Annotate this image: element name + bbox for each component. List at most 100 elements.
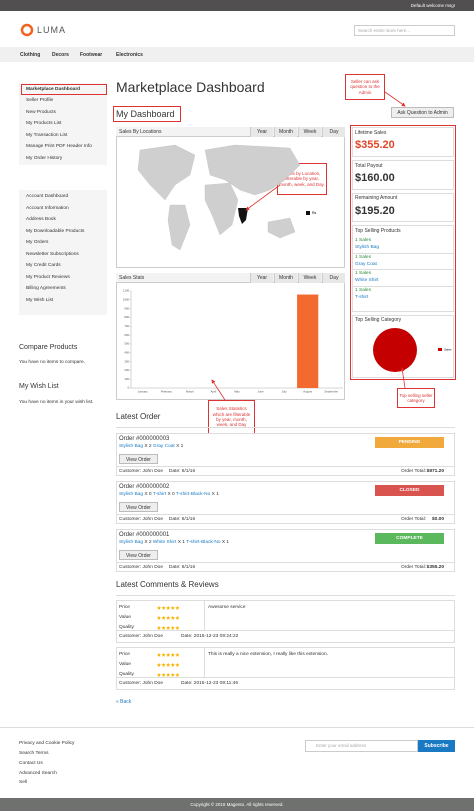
footer-link[interactable]: Search Terms: [19, 750, 49, 756]
panel-header: [116, 127, 345, 137]
review-comment: This is really a nice extension, I reall…: [208, 652, 328, 658]
item-link[interactable]: Stylish Bag: [119, 492, 143, 497]
summary-value: $355.20: [355, 139, 395, 152]
sidebar-link[interactable]: Address Book: [26, 217, 56, 223]
chart-panel: [116, 127, 345, 268]
sidebar-link[interactable]: My Order History: [26, 155, 63, 161]
sidebar-link[interactable]: My Transaction List: [26, 132, 68, 138]
order-status: CLOSED: [375, 485, 444, 496]
subscribe-button[interactable]: Subscribe: [418, 740, 455, 752]
filter-tab[interactable]: Day: [322, 127, 345, 137]
view-order-button[interactable]: View Order: [119, 550, 158, 560]
item-link[interactable]: T-shirt-Black-No: [175, 492, 211, 497]
divider: [204, 647, 205, 677]
filter-tab[interactable]: Month: [274, 127, 297, 137]
order-box: [116, 481, 455, 524]
nav-item[interactable]: Decors: [52, 51, 69, 58]
order-items: Stylish Bag X 2 White Shirt X 1 T-shirt-…: [119, 540, 229, 546]
rating-label: Value: [119, 662, 131, 668]
item-link[interactable]: T-shirt: [152, 492, 167, 497]
filter-tab[interactable]: Week: [298, 273, 321, 283]
order-box: [116, 529, 455, 572]
view-order-button[interactable]: View Order: [119, 454, 158, 464]
order-date: Date: 8/1/16: [169, 516, 196, 522]
sidebar-link[interactable]: New Products: [26, 109, 56, 115]
logo-icon-inner: [25, 28, 29, 32]
back-link[interactable]: « Back: [116, 699, 132, 705]
sidebar-link[interactable]: My Wish List: [26, 297, 54, 303]
item-link[interactable]: Stylish Bag: [119, 444, 143, 449]
sidebar-link[interactable]: Manage Print PDF Header Info: [26, 144, 92, 150]
logo-text: LUMA: [37, 24, 67, 35]
sidebar-link[interactable]: My Credit Cards: [26, 263, 61, 269]
order-total: $0.00: [431, 516, 444, 522]
newsletter-input[interactable]: [305, 740, 418, 752]
nav-item[interactable]: Footwear: [80, 51, 103, 58]
annotation-arrow: [384, 91, 406, 107]
product-link[interactable]: Stylish Bag: [355, 245, 379, 251]
nav-bar: [0, 47, 474, 62]
order-status: COMPLETE: [375, 533, 444, 544]
filter-tab[interactable]: Week: [298, 127, 321, 137]
order-items: Stylish Bag X 2 Gray Coat X 1: [119, 444, 183, 450]
annotation: Seller can ask question to the Admin: [345, 74, 385, 100]
divider: [352, 252, 454, 254]
product-link[interactable]: White Shirt: [355, 278, 379, 284]
bottom-bar: [0, 798, 474, 811]
item-link[interactable]: White Shirt: [152, 540, 177, 545]
item-qty: X 1: [211, 492, 219, 497]
footer-link[interactable]: Privacy and Cookie Policy: [19, 741, 75, 747]
search-box[interactable]: [354, 25, 455, 36]
summary-box: [352, 193, 454, 222]
item-link[interactable]: T-shirt-Black-No: [186, 540, 221, 545]
logo-icon: [20, 23, 34, 37]
sidebar-link[interactable]: My Downloadable Products: [26, 228, 85, 234]
view-order-button[interactable]: View Order: [119, 502, 158, 512]
sidebar-link[interactable]: Billing Agreements: [26, 286, 66, 292]
order-customer: Customer: John Doe: [119, 516, 163, 522]
order-total-label: Order Total:: [401, 564, 426, 570]
ask-button[interactable]: Ask Question to Admin: [391, 107, 454, 118]
sidebar-link[interactable]: My Product Reviews: [26, 274, 70, 280]
footer-link[interactable]: Contact Us: [19, 760, 43, 766]
rating-label: Price: [119, 652, 130, 658]
item-qty: X 0: [167, 492, 175, 497]
nav-item[interactable]: Electronics: [116, 51, 143, 58]
item-qty: X 2: [144, 540, 152, 545]
divider: [204, 600, 205, 630]
annotation: Sales by Location, filterable by year, m…: [277, 163, 327, 195]
order-date: Date: 8/1/16: [169, 468, 196, 474]
product-link[interactable]: Gray Coat: [355, 261, 377, 267]
item-link[interactable]: Gray Coat: [152, 444, 175, 449]
copyright: Copyright © 2016 Magento. All rights res…: [190, 802, 284, 807]
filter-tab[interactable]: Month: [274, 273, 297, 283]
product-sales: 1 Sales: [355, 287, 371, 293]
sidebar-link[interactable]: Marketplace Dashboard: [26, 86, 81, 92]
order-number: Order #000000003: [119, 436, 170, 443]
review-customer: Customer: John Doe: [119, 681, 163, 687]
nav-item[interactable]: Clothing: [20, 51, 41, 58]
divider: [116, 466, 455, 467]
item-qty: X 2: [144, 444, 152, 449]
filter-tab[interactable]: Day: [322, 273, 345, 283]
filter-tab[interactable]: Year: [250, 273, 273, 283]
sidebar-link[interactable]: My Orders: [26, 240, 49, 246]
summary-box: [352, 225, 454, 312]
summary-box: [352, 160, 454, 190]
footer-link[interactable]: Advanced Search: [19, 770, 57, 776]
sidebar-menu: [19, 83, 107, 165]
rating-label: Value: [119, 615, 131, 621]
filter-tab[interactable]: Year: [250, 127, 273, 137]
sidebar-link[interactable]: Seller Profile: [26, 98, 54, 104]
footer-link[interactable]: Sell: [19, 780, 27, 786]
order-total: $871.20: [426, 468, 444, 474]
sidebar-link[interactable]: My Products List: [26, 121, 62, 127]
dashboard-title: My Dashboard: [116, 108, 175, 119]
product-link[interactable]: T-shirt: [355, 294, 369, 300]
sidebar-link[interactable]: Account Dashboard: [26, 194, 69, 200]
order-number: Order #000000001: [119, 532, 170, 539]
block-text: You have no items to compare.: [19, 360, 85, 366]
sidebar-link[interactable]: Account Information: [26, 205, 69, 211]
item-link[interactable]: Stylish Bag: [119, 540, 143, 545]
sidebar-link[interactable]: Newsletter Subscriptions: [26, 251, 79, 257]
